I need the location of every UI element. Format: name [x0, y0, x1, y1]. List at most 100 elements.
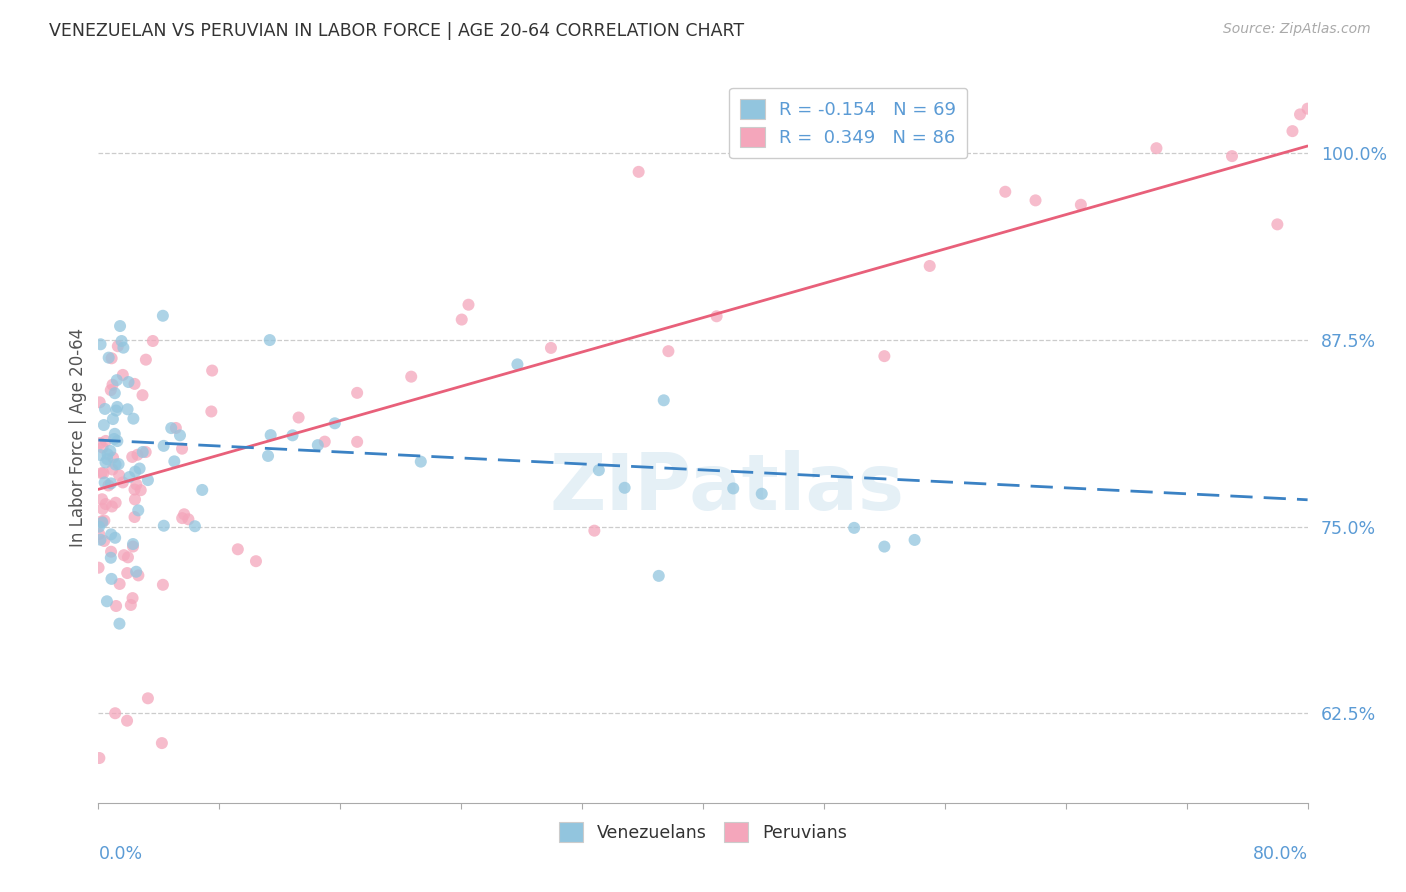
Point [127, 568, 149, 582]
Point [751, 487, 773, 501]
Point [112, 341, 135, 355]
Point [124, 492, 146, 507]
Text: 0.0%: 0.0% [98, 845, 142, 863]
Point [117, 375, 139, 389]
Point [101, 377, 124, 392]
Point [97, 351, 120, 365]
Point [105, 400, 128, 414]
Point [918, 259, 941, 273]
Point [107, 457, 129, 471]
Point [873, 540, 896, 554]
Point [191, 483, 214, 497]
Text: Source: ZipAtlas.com: Source: ZipAtlas.com [1223, 22, 1371, 37]
Point [94, 434, 117, 448]
Point [177, 512, 200, 526]
Legend: Venezuelans, Peruvians: Venezuelans, Peruvians [551, 815, 855, 849]
Point [108, 616, 131, 631]
Point [160, 421, 183, 435]
Point [1281, 124, 1303, 138]
Point [100, 476, 122, 491]
Point [117, 402, 139, 417]
Point [1144, 141, 1167, 155]
Point [257, 449, 280, 463]
Point [125, 477, 148, 491]
Point [173, 508, 195, 522]
Point [93, 475, 115, 490]
Point [135, 352, 157, 367]
Point [104, 496, 127, 510]
Point [142, 334, 165, 348]
Point [100, 351, 122, 366]
Point [588, 463, 610, 477]
Point [89, 751, 111, 765]
Point [105, 599, 128, 613]
Point [117, 550, 139, 565]
Point [104, 706, 127, 721]
Point [89, 395, 111, 409]
Point [104, 531, 127, 545]
Point [90, 337, 112, 351]
Point [136, 473, 159, 487]
Point [152, 578, 174, 592]
Point [122, 540, 145, 554]
Point [93, 418, 115, 433]
Point [163, 454, 186, 468]
Point [1024, 194, 1046, 208]
Point [100, 545, 122, 559]
Point [1296, 102, 1319, 116]
Point [89, 448, 111, 462]
Point [346, 434, 368, 449]
Point [94, 401, 117, 416]
Point [100, 572, 122, 586]
Point [91, 492, 114, 507]
Point [115, 566, 138, 580]
Point [101, 412, 124, 426]
Point [93, 533, 115, 548]
Point [124, 483, 146, 497]
Point [346, 385, 368, 400]
Point [409, 455, 432, 469]
Point [627, 165, 650, 179]
Point [89, 533, 111, 547]
Point [583, 524, 606, 538]
Point [111, 475, 134, 490]
Point [723, 482, 745, 496]
Point [124, 510, 146, 524]
Point [121, 591, 143, 606]
Point [91, 441, 114, 455]
Point [245, 554, 267, 568]
Point [94, 497, 117, 511]
Point [1267, 218, 1289, 232]
Point [118, 470, 141, 484]
Point [105, 434, 128, 448]
Point [104, 386, 127, 401]
Point [540, 341, 562, 355]
Point [125, 565, 148, 579]
Point [94, 455, 117, 469]
Point [96, 452, 118, 467]
Point [281, 428, 304, 442]
Point [307, 438, 329, 452]
Point [287, 410, 309, 425]
Point [105, 403, 128, 417]
Point [706, 310, 728, 324]
Point [652, 393, 675, 408]
Text: VENEZUELAN VS PERUVIAN IN LABOR FORCE | AGE 20-64 CORRELATION CHART: VENEZUELAN VS PERUVIAN IN LABOR FORCE | … [49, 22, 744, 40]
Point [121, 450, 143, 464]
Point [153, 518, 176, 533]
Point [96, 594, 118, 608]
Point [260, 428, 283, 442]
Point [457, 298, 479, 312]
Text: ZIPatlas: ZIPatlas [550, 450, 904, 526]
Point [135, 445, 157, 459]
Point [97, 478, 120, 492]
Point [89, 527, 111, 541]
Point [91, 516, 114, 530]
Point [124, 465, 146, 479]
Point [132, 445, 155, 459]
Point [169, 428, 191, 442]
Point [101, 462, 124, 476]
Point [110, 334, 132, 348]
Point [129, 483, 152, 498]
Point [648, 569, 671, 583]
